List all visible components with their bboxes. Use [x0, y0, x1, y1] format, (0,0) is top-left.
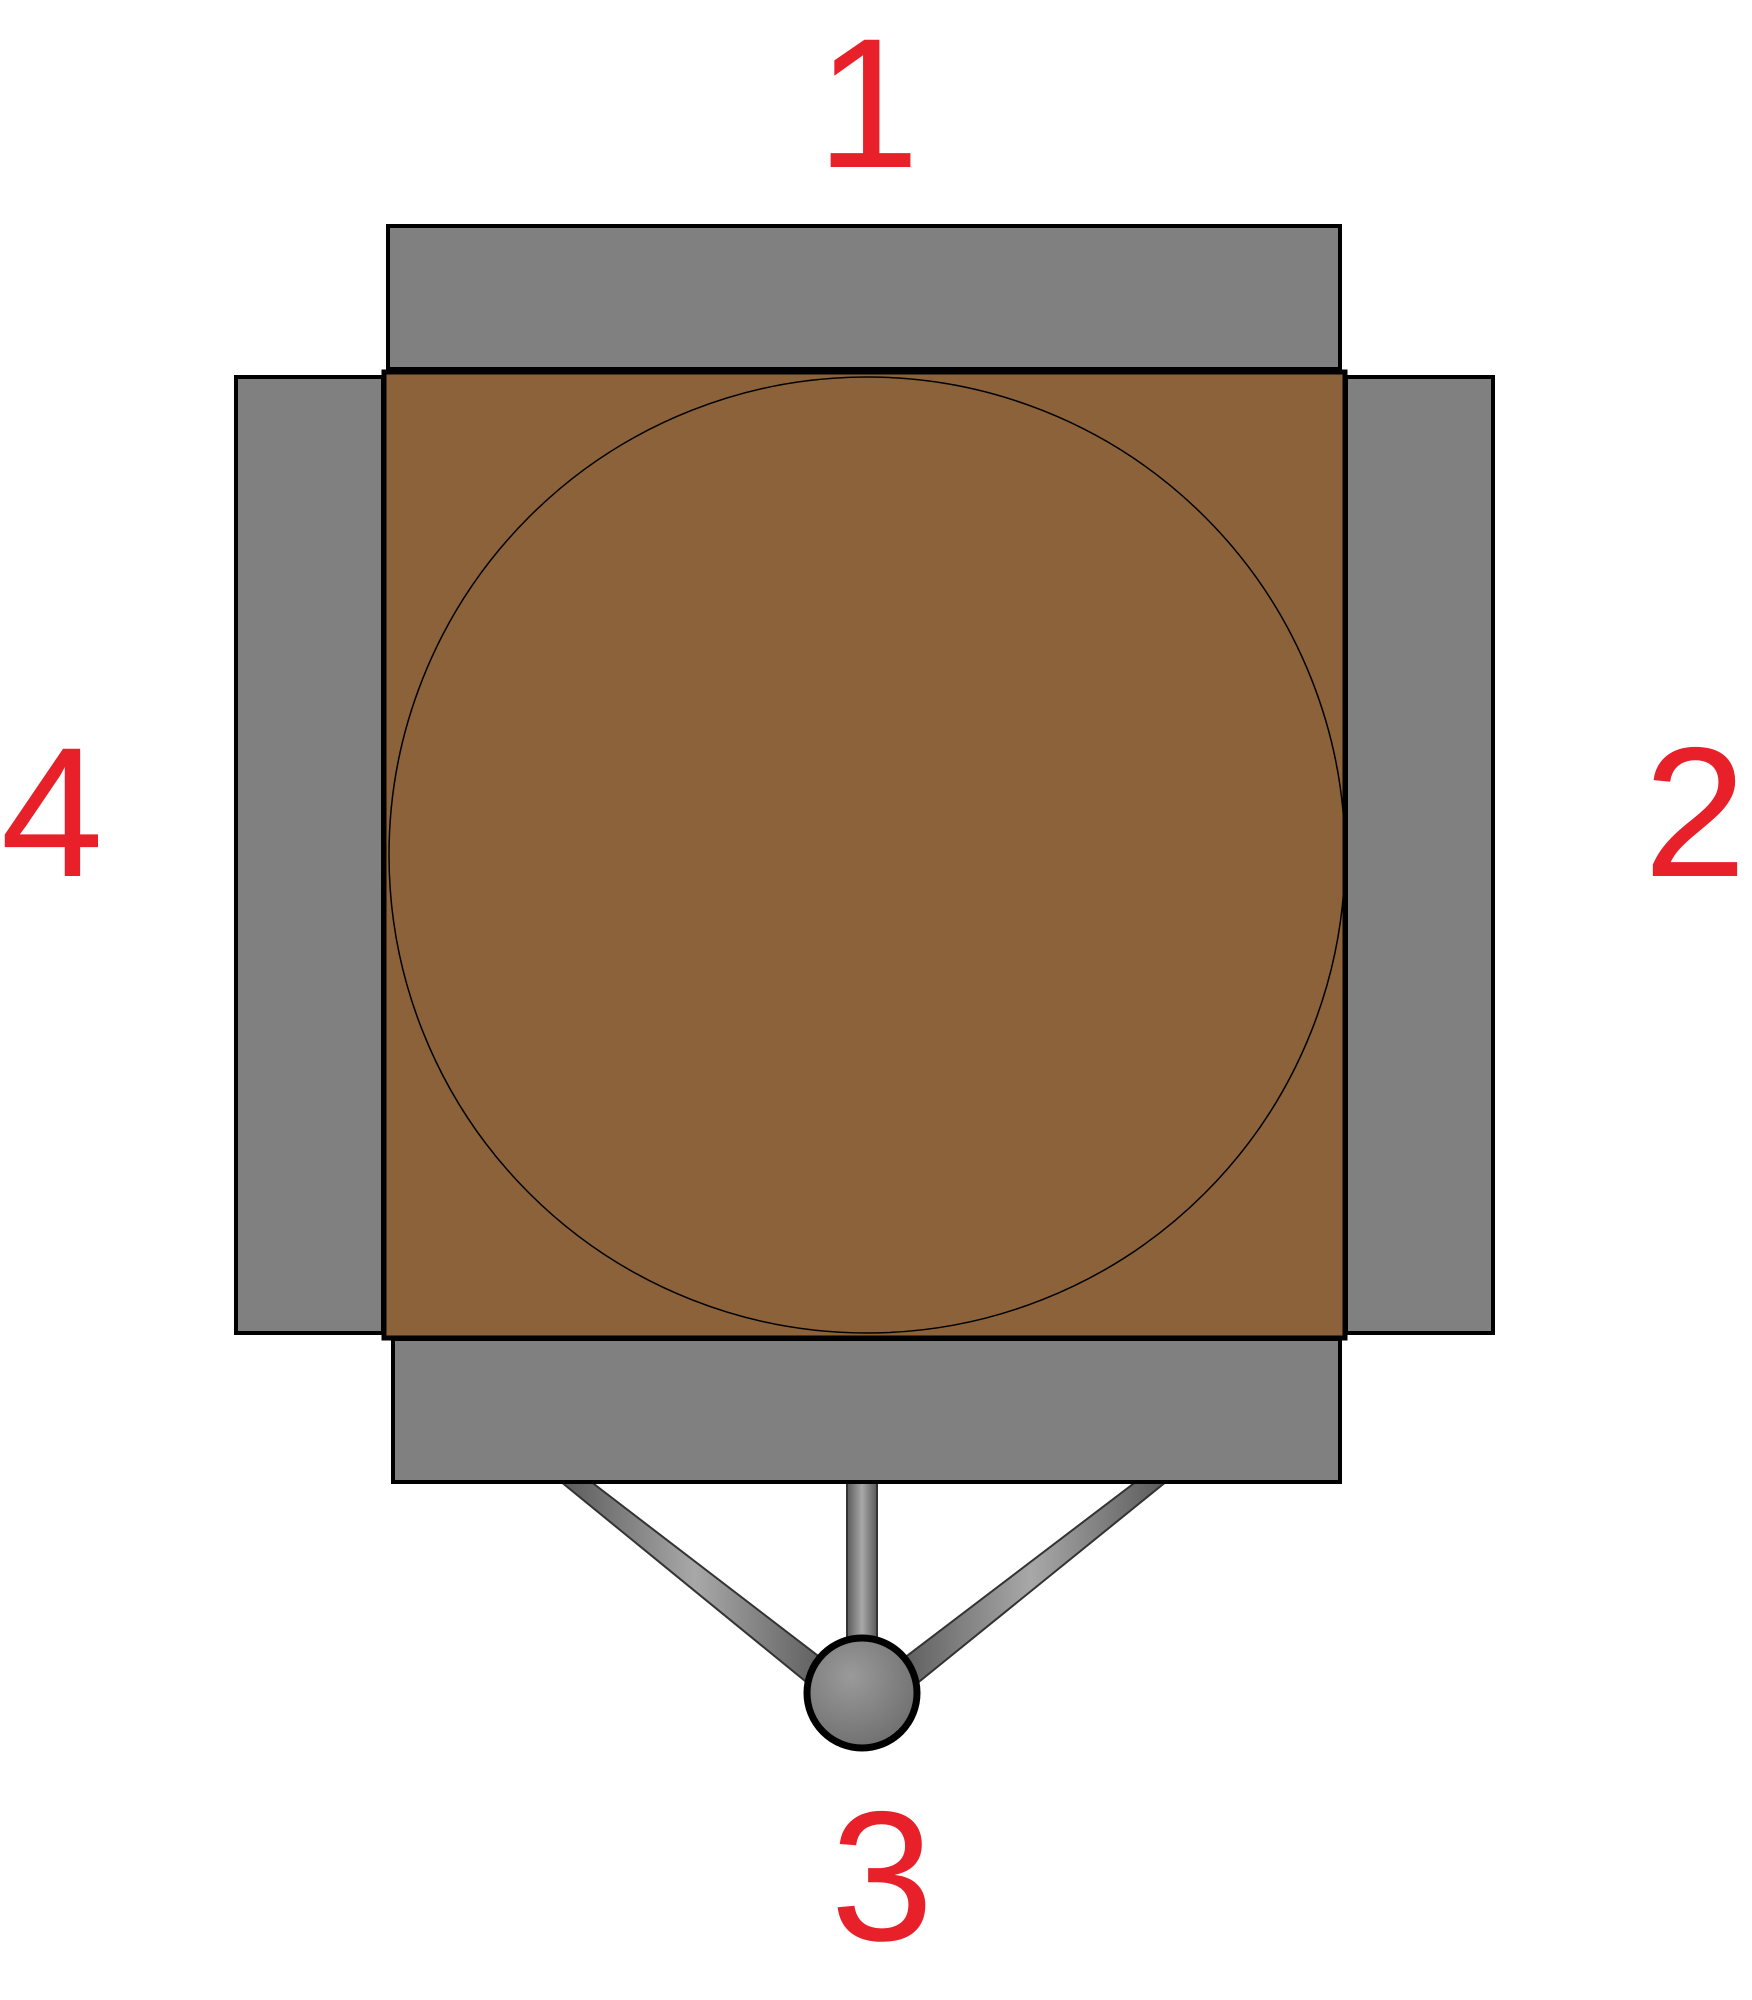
chair-leg-center	[846, 1480, 878, 1654]
chair-leg-left	[557, 1480, 832, 1687]
label-side-1: 1	[817, 1, 920, 207]
table-top	[381, 369, 1348, 1341]
label-side-2: 2	[1644, 710, 1747, 916]
chair-base	[557, 1480, 1170, 1752]
panel-top	[386, 224, 1342, 371]
table-circle	[388, 376, 1346, 1334]
label-side-3: 3	[831, 1774, 934, 1980]
panel-right	[1344, 375, 1495, 1335]
panel-bottom	[391, 1337, 1342, 1484]
chair-leg-right	[893, 1480, 1170, 1687]
label-side-4: 4	[1, 710, 104, 916]
panel-left	[234, 375, 385, 1335]
chair-caster-knob	[803, 1634, 921, 1752]
